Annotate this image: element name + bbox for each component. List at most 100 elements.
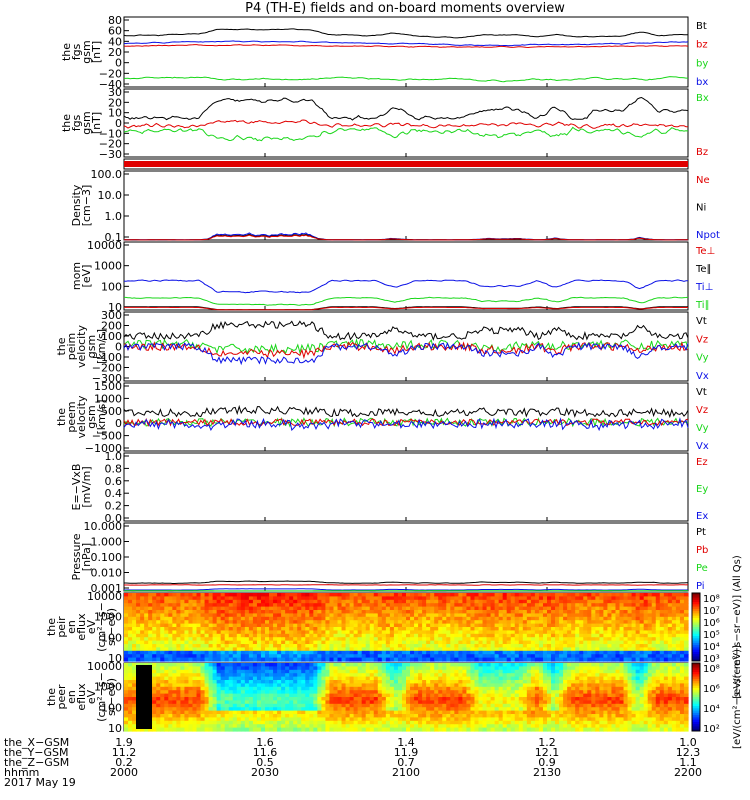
spectrogram-cell — [168, 627, 173, 631]
spectrogram-cell — [401, 700, 407, 705]
spectrogram-cell — [401, 724, 407, 729]
spectrogram-cell — [410, 720, 415, 725]
spectrogram-cell — [269, 640, 274, 645]
spectrogram-cell — [349, 644, 355, 648]
spectrogram-cell — [599, 637, 604, 642]
spectrogram-cell — [265, 630, 270, 635]
spectrogram-cell — [349, 676, 355, 681]
spectrogram-cell — [490, 697, 496, 701]
spectrogram-cell — [152, 640, 157, 645]
spectrogram-cell — [434, 690, 439, 695]
spectrogram-cell — [438, 630, 443, 635]
spectrogram-cell — [289, 633, 294, 638]
spectrogram-cell — [277, 693, 282, 698]
spectrogram-cell — [563, 606, 568, 611]
spectrogram-cell — [256, 616, 262, 621]
spectrogram-cell — [373, 610, 379, 614]
spectrogram-cell — [470, 640, 476, 645]
spectrogram-cell — [627, 627, 633, 631]
spectrogram-cell — [426, 663, 431, 667]
spectrogram-cell — [462, 693, 468, 698]
spectrogram-cell — [422, 683, 427, 688]
spectrogram-cell — [551, 640, 556, 645]
spectrogram-cell — [587, 633, 592, 638]
spectrogram-cell — [446, 657, 451, 662]
spectrogram-cell — [442, 657, 447, 662]
spectrogram-cell — [538, 613, 544, 618]
spectrogram-cell — [615, 593, 621, 597]
spectrogram-cell — [458, 650, 463, 655]
spectrogram-cell — [196, 700, 202, 705]
spectrogram-cell — [430, 593, 435, 597]
spectrogram-cell — [498, 627, 504, 631]
spectrogram-cell — [309, 627, 314, 631]
spectrogram-cell — [361, 669, 367, 674]
spectrogram-cell — [313, 663, 318, 667]
spectrogram-cell — [611, 613, 617, 618]
spectrogram-cell — [192, 644, 198, 648]
spectrogram-cell — [490, 599, 496, 604]
spectrogram-cell — [518, 640, 524, 645]
spectrogram-cell — [494, 610, 500, 614]
spectrogram-cell — [333, 714, 339, 718]
spectrogram-cell — [559, 623, 564, 628]
spectrogram-cell — [667, 613, 673, 618]
spectrogram-cell — [381, 647, 387, 652]
spectrogram-cell — [176, 599, 181, 604]
spectrogram-cell — [236, 616, 242, 621]
spectrogram-cell — [152, 710, 157, 715]
spectrogram-cell — [353, 593, 359, 597]
spectrogram-cell — [426, 673, 431, 678]
spectrogram-cell — [526, 606, 532, 611]
spectrogram-cell — [486, 593, 492, 597]
spectrogram-cell — [140, 593, 145, 597]
spectrogram-cell — [204, 676, 210, 681]
spectrogram-cell — [446, 623, 451, 628]
spectrogram-cell — [204, 700, 210, 705]
y-tick-label: 0 — [115, 57, 122, 70]
spectrogram-cell — [450, 623, 455, 628]
spectrogram-cell — [547, 616, 552, 621]
spectrogram-cell — [357, 606, 363, 611]
spectrogram-cell — [381, 637, 387, 642]
spectrogram-cell — [136, 644, 141, 648]
spectrogram-cell — [152, 676, 157, 681]
spectrogram-cell — [124, 683, 129, 688]
spectrogram-cell — [530, 644, 536, 648]
spectrogram-cell — [474, 616, 480, 621]
spectrogram-cell — [357, 720, 363, 725]
spectrogram-cell — [615, 650, 621, 655]
spectrogram-cell — [377, 680, 383, 684]
spectrogram-cell — [236, 613, 242, 618]
spectrogram-cell — [627, 630, 633, 635]
spectrogram-cell — [647, 593, 653, 597]
spectrogram-cell — [381, 720, 387, 725]
spectrogram-cell — [176, 666, 181, 671]
spectrogram-cell — [333, 657, 339, 662]
spectrogram-cell — [623, 599, 629, 604]
spectrogram-cell — [228, 666, 234, 671]
spectrogram-cell — [248, 599, 254, 604]
spectrogram-cell — [349, 669, 355, 674]
spectrogram-cell — [559, 650, 564, 655]
spectrogram-cell — [128, 714, 133, 718]
spectrogram-cell — [160, 727, 165, 732]
y-tick-label: 0.100 — [91, 551, 123, 564]
spectrogram-cell — [559, 644, 564, 648]
spectrogram-cell — [228, 676, 234, 681]
spectrogram-cell — [160, 644, 165, 648]
spectrogram-cell — [317, 644, 322, 648]
spectrogram-cell — [156, 697, 161, 701]
spectrogram-cell — [470, 637, 476, 642]
spectrogram-cell — [168, 686, 173, 691]
spectrogram-cell — [627, 637, 633, 642]
spectrogram-cell — [542, 610, 548, 614]
spectrogram-cell — [679, 620, 685, 625]
spectrogram-cell — [446, 630, 451, 635]
spectrogram-cell — [591, 620, 596, 625]
spectrogram-cell — [623, 630, 629, 635]
spectrogram-cell — [381, 707, 387, 712]
spectrogram-cell — [301, 683, 306, 688]
spectrogram-cell — [196, 690, 202, 695]
spectrogram-cell — [269, 693, 274, 698]
